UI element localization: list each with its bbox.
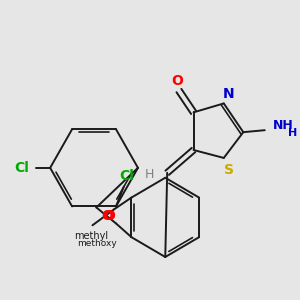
Text: O: O: [101, 209, 113, 224]
Text: Cl: Cl: [14, 161, 29, 175]
Text: O: O: [171, 74, 183, 88]
Text: NH: NH: [273, 119, 293, 132]
Text: O: O: [103, 209, 115, 224]
Text: H: H: [145, 168, 154, 181]
Text: methoxy: methoxy: [77, 238, 117, 247]
Text: S: S: [224, 163, 234, 177]
Text: Cl: Cl: [119, 169, 134, 183]
Text: H: H: [288, 128, 297, 138]
Text: N: N: [223, 86, 235, 100]
Text: methyl: methyl: [74, 231, 109, 241]
